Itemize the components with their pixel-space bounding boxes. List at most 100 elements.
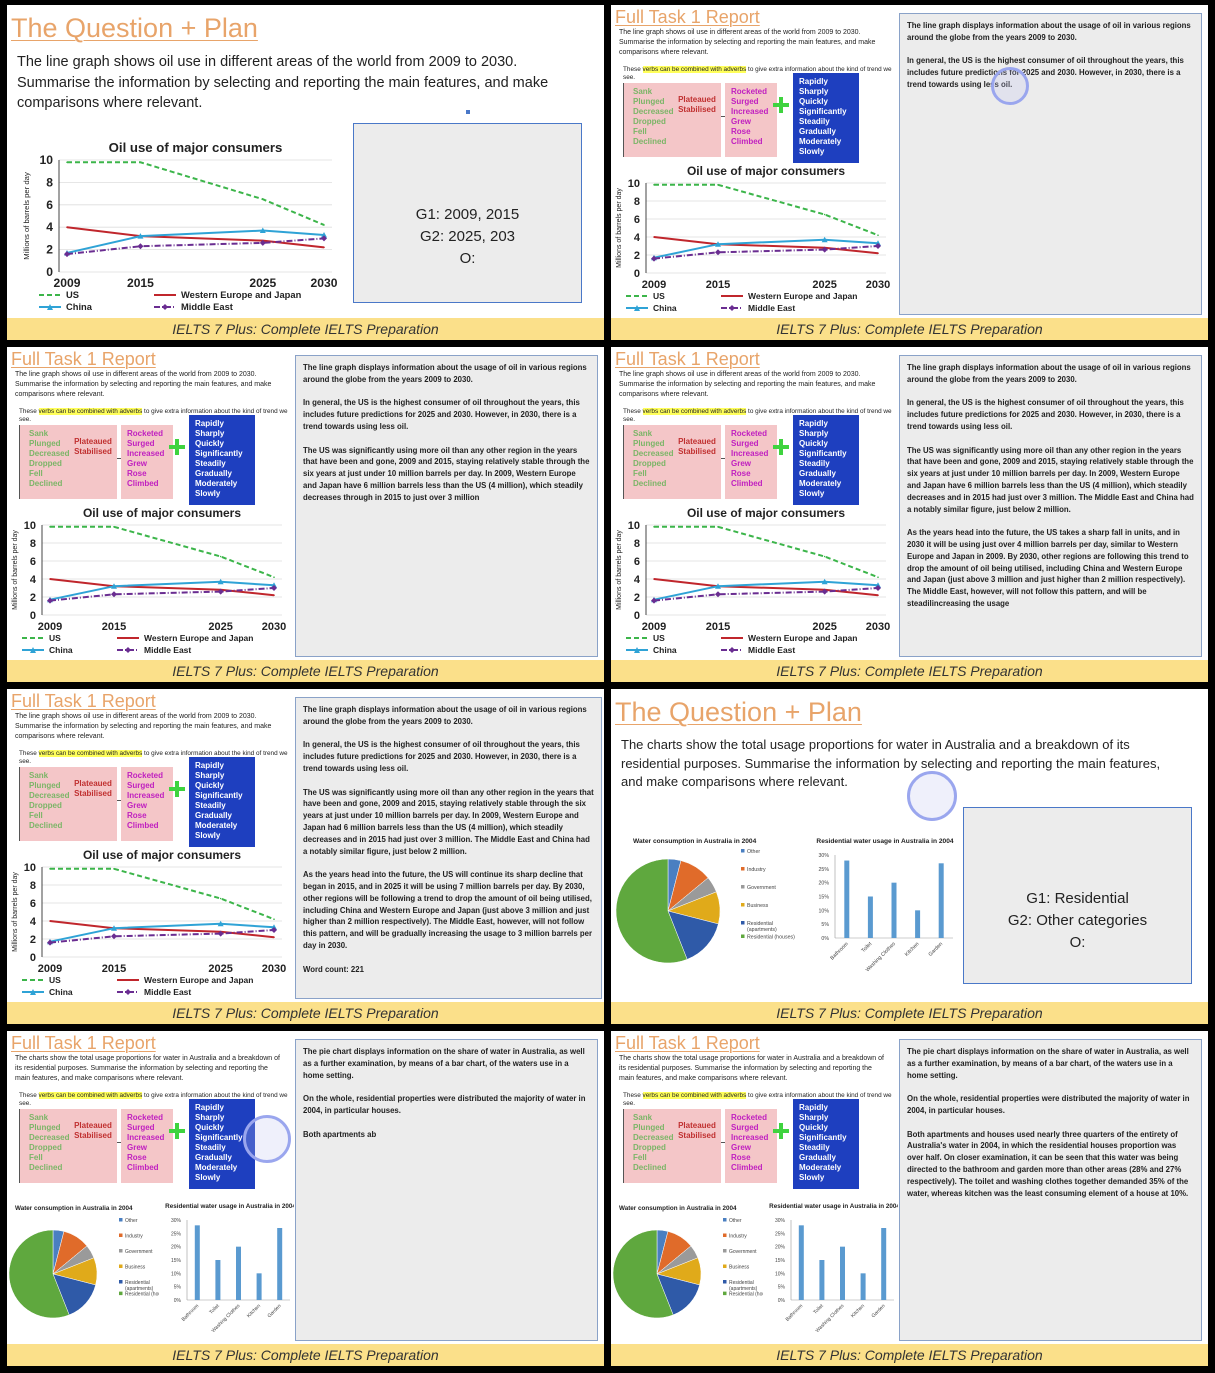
adverb: Rapidly bbox=[799, 1103, 828, 1112]
data-point bbox=[137, 243, 144, 250]
legend-label: Western Europe and Japan bbox=[748, 291, 857, 301]
chart-title: Oil use of major consumers bbox=[687, 164, 845, 178]
legend-label: China bbox=[49, 645, 73, 655]
legend-label: China bbox=[653, 303, 677, 313]
data-point bbox=[875, 585, 881, 591]
adverb: Moderately bbox=[195, 479, 238, 488]
legend-label: Residential (houses) bbox=[747, 935, 795, 941]
legend-swatch bbox=[119, 1218, 123, 1222]
chart-title: Oil use of major consumers bbox=[83, 506, 241, 520]
adverb: Moderately bbox=[195, 1163, 238, 1172]
legend-label: (apartments) bbox=[747, 927, 777, 933]
x-tick-label: Bathroom bbox=[785, 1303, 805, 1323]
y-tick-label: 20% bbox=[775, 1245, 786, 1251]
y-tick-label: 10 bbox=[24, 520, 36, 532]
y-tick-label: 4 bbox=[30, 574, 37, 586]
data-point bbox=[821, 236, 828, 243]
adverb: Significantly bbox=[195, 449, 243, 458]
legend-label: China bbox=[66, 302, 93, 312]
verb-flat: Plateaued bbox=[678, 437, 716, 446]
legend-label: Residential bbox=[125, 1280, 150, 1286]
y-tick-label: 25% bbox=[171, 1231, 182, 1237]
verb-flat: Plateaued bbox=[74, 1121, 112, 1130]
series-line-us bbox=[50, 525, 275, 579]
footer-banner: IELTS 7 Plus: Complete IELTS Preparation bbox=[7, 1344, 604, 1366]
data-point bbox=[715, 591, 721, 598]
data-point bbox=[64, 251, 70, 258]
bar-kitchen bbox=[915, 910, 921, 938]
adverb: Gradually bbox=[195, 1153, 232, 1162]
verb-note-post: to give extra information about the kind… bbox=[19, 750, 288, 765]
y-tick-label: 30% bbox=[171, 1218, 182, 1224]
adverb: Steadily bbox=[799, 117, 830, 126]
y-tick-label: 0% bbox=[174, 1298, 182, 1304]
essay-textbox[interactable]: The line graph displays information abou… bbox=[295, 697, 602, 999]
y-tick-label: 5% bbox=[821, 922, 829, 928]
decrease-verbs-box: Sank Plunged Decreased Dropped Fell Declined bbox=[623, 83, 721, 157]
x-tick-label: 2009 bbox=[642, 279, 666, 291]
legend-label: Residential bbox=[729, 1280, 754, 1286]
data-point bbox=[219, 897, 222, 900]
y-tick-label: 0 bbox=[30, 610, 36, 622]
legend-label: Business bbox=[729, 1265, 750, 1271]
verb-up: Rose bbox=[127, 469, 147, 478]
verb-down: Decreased bbox=[633, 107, 674, 116]
essay-textbox[interactable]: The line graph displays information abou… bbox=[899, 355, 1202, 657]
data-point bbox=[877, 252, 879, 254]
verb-up: Climbed bbox=[731, 1163, 763, 1172]
resize-handle[interactable] bbox=[466, 110, 470, 114]
verb-up: Rose bbox=[731, 469, 751, 478]
data-point bbox=[111, 933, 117, 940]
essay-textbox[interactable]: The pie chart displays information on th… bbox=[295, 1039, 598, 1341]
footer-banner: IELTS 7 Plus: Complete IELTS Preparation bbox=[7, 1002, 604, 1024]
adverb: Slowly bbox=[195, 831, 221, 840]
verb-up: Rocketed bbox=[127, 771, 164, 780]
y-tick-label: 10 bbox=[40, 153, 54, 167]
y-tick-label: 4 bbox=[634, 232, 641, 244]
series-line-middle-east bbox=[653, 245, 879, 260]
verb-down: Fell bbox=[633, 1153, 647, 1162]
x-tick-label: 2015 bbox=[706, 279, 730, 291]
plan-textbox[interactable]: G1: 2009, 2015 G2: 2025, 203 O: bbox=[353, 123, 582, 303]
verb-down: Plunged bbox=[29, 781, 61, 790]
legend-label: Middle East bbox=[748, 303, 795, 313]
chart-title: Residential water usage in Australia in … bbox=[165, 1203, 294, 1210]
legend-label: Residential (houses) bbox=[729, 1292, 763, 1298]
verb-up: Rocketed bbox=[127, 1113, 164, 1122]
data-point bbox=[219, 555, 222, 558]
verb-down: Decreased bbox=[633, 449, 674, 458]
y-tick-label: 0% bbox=[778, 1298, 786, 1304]
question-text: The line graph shows oil use in differen… bbox=[15, 713, 272, 740]
data-point bbox=[653, 184, 655, 186]
y-tick-label: 0 bbox=[46, 265, 53, 279]
essay-textbox[interactable]: The pie chart displays information on th… bbox=[899, 1039, 1202, 1341]
plan-textbox[interactable]: G1: Residential G2: Other categories O: bbox=[963, 807, 1192, 984]
x-tick-label: Garden bbox=[927, 941, 944, 958]
legend-label: Middle East bbox=[144, 987, 191, 997]
essay-textbox[interactable]: The line graph displays information abou… bbox=[295, 355, 598, 657]
data-point bbox=[717, 526, 719, 528]
y-tick-label: 0 bbox=[634, 610, 640, 622]
adverb: Significantly bbox=[195, 1133, 243, 1142]
series-line-us bbox=[654, 183, 879, 237]
verb-down: Fell bbox=[29, 1153, 43, 1162]
verb-flat: Stabilised bbox=[74, 1131, 112, 1140]
verb-note: These verbs can be combined with adverbs… bbox=[623, 408, 893, 424]
x-tick-label: Kitchen bbox=[246, 1303, 262, 1319]
verb-note-highlight: verbs can be combined with adverbs bbox=[38, 1092, 143, 1099]
legend-swatch bbox=[741, 867, 745, 871]
verb-up: Surged bbox=[731, 97, 759, 106]
y-tick-label: 25% bbox=[818, 867, 829, 873]
data-point bbox=[273, 918, 275, 920]
data-point bbox=[49, 526, 51, 528]
x-tick-label: 2030 bbox=[866, 621, 890, 633]
essay-textbox[interactable]: The line graph displays information abou… bbox=[899, 13, 1202, 315]
series-line-middle-east bbox=[49, 587, 275, 602]
essay-paragraph: In general, the US is the highest consum… bbox=[907, 56, 1184, 89]
series-line-middle-east bbox=[49, 929, 275, 944]
y-tick-label: 30% bbox=[775, 1218, 786, 1224]
x-tick-label: 2025 bbox=[812, 279, 836, 291]
data-point bbox=[877, 576, 879, 578]
verb-down: Fell bbox=[29, 469, 43, 478]
verb-down: Plunged bbox=[29, 1123, 61, 1132]
